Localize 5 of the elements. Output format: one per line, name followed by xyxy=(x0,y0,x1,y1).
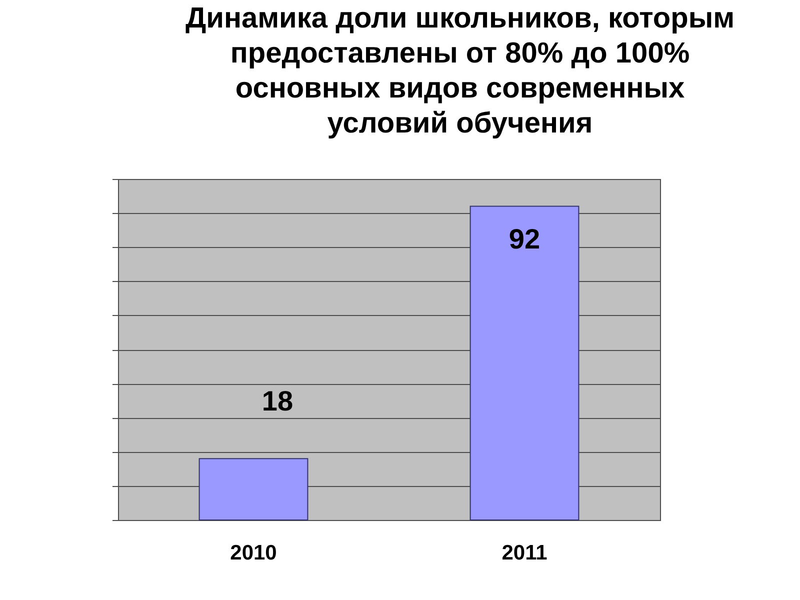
chart-title: Динамика доли школьников, которым предоставлены от 80% до 100% основных видов современных условий обучения xyxy=(185,2,735,140)
x-tick-label: 2011 xyxy=(502,542,548,564)
data-label: 18 xyxy=(262,386,294,417)
data-label: 92 xyxy=(508,223,540,254)
x-tick-label: 2010 xyxy=(230,542,277,564)
